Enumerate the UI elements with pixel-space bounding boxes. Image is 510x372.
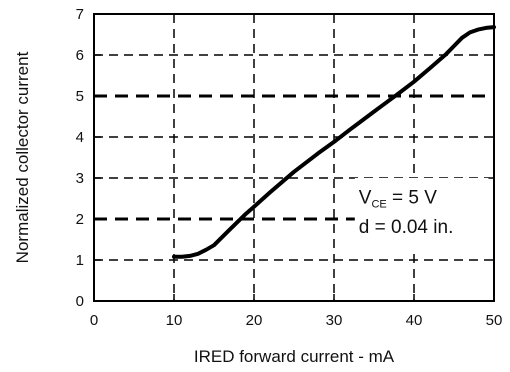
axis-ticks [93,13,495,302]
x-tick-label-1: 10 [166,312,183,329]
y-tick-label-2: 2 [76,211,84,228]
y-tick-label-7: 7 [76,6,84,23]
tick-labels: 0 10 20 30 40 50 0 1 2 3 4 5 6 7 [76,6,503,329]
annotation-vce-value: = 5 V [387,187,437,208]
annotation-distance: d = 0.04 in. [359,217,454,238]
series-line [172,25,496,259]
x-tick-label-0: 0 [90,312,98,329]
y-tick-label-1: 1 [76,252,84,269]
x-tick-label-5: 50 [486,312,503,329]
annotation-vce-subscript: CE [371,198,386,210]
y-tick-label-6: 6 [76,47,84,64]
y-axis-title: Normalized collector current [13,51,32,263]
x-tick-label-2: 20 [246,312,263,329]
y-tick-label-5: 5 [76,88,84,105]
plot-frame [93,13,495,302]
annotation-background [354,178,489,249]
x-tick-label-3: 30 [326,312,343,329]
y-tick-label-0: 0 [76,293,84,310]
x-tick-label-4: 40 [406,312,423,329]
annotation-vce-v: V [359,187,372,208]
x-axis-title: IRED forward current - mA [194,347,395,366]
grid-lines [94,14,494,301]
y-tick-label-4: 4 [76,129,84,146]
y-tick-label-3: 3 [76,170,84,187]
annotation-vce: VCE = 5 V [359,187,437,210]
